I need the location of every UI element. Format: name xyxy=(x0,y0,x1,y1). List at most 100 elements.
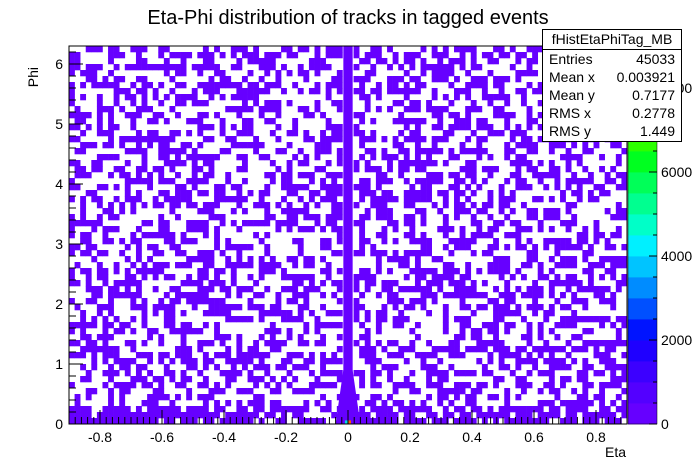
histogram-bin xyxy=(186,94,193,101)
histogram-bin xyxy=(537,304,544,311)
histogram-bin xyxy=(214,226,220,233)
histogram-bin xyxy=(308,190,315,197)
histogram-bin xyxy=(387,292,393,299)
histogram-bin xyxy=(197,124,204,131)
histogram-bin xyxy=(292,184,299,191)
histogram-bin xyxy=(465,166,472,173)
histogram-bin xyxy=(108,376,114,383)
histogram-bin xyxy=(135,136,142,143)
histogram-bin xyxy=(532,46,539,53)
palette-swatch xyxy=(628,340,657,362)
histogram-bin xyxy=(108,154,114,161)
histogram-bin xyxy=(370,46,377,53)
histogram-bin xyxy=(147,178,153,185)
histogram-bin xyxy=(320,136,326,143)
histogram-bin xyxy=(493,376,499,383)
histogram-bin xyxy=(130,304,137,311)
histogram-bin xyxy=(459,142,466,149)
histogram-bin xyxy=(459,388,466,395)
histogram-bin xyxy=(80,418,87,425)
histogram-bin xyxy=(454,238,460,245)
histogram-bin xyxy=(253,292,260,299)
histogram-bin xyxy=(493,94,499,101)
histogram-bin xyxy=(387,178,393,185)
histogram-bin xyxy=(163,274,170,281)
histogram-bin xyxy=(520,244,527,251)
histogram-bin xyxy=(269,100,276,107)
histogram-bin xyxy=(163,292,170,299)
histogram-bin xyxy=(281,172,287,179)
histogram-bin xyxy=(476,118,483,125)
histogram-bin xyxy=(85,190,92,197)
histogram-bin xyxy=(398,112,405,119)
histogram-bin xyxy=(448,100,455,107)
histogram-bin xyxy=(113,268,120,275)
histogram-bin xyxy=(325,400,332,407)
histogram-bin xyxy=(548,238,555,245)
histogram-bin xyxy=(420,292,427,299)
histogram-bin xyxy=(375,340,382,347)
histogram-bin xyxy=(504,310,511,317)
histogram-bin xyxy=(214,274,220,281)
histogram-bin xyxy=(320,148,326,155)
histogram-bin xyxy=(69,250,75,257)
histogram-bin xyxy=(85,346,92,353)
histogram-bin xyxy=(163,64,170,71)
histogram-bin xyxy=(504,52,511,59)
histogram-bin xyxy=(498,412,505,419)
histogram-bin xyxy=(414,118,421,125)
histogram-bin xyxy=(275,166,282,173)
histogram-bin xyxy=(197,346,204,353)
histogram-bin xyxy=(560,358,566,365)
histogram-bin xyxy=(108,172,114,179)
histogram-bin xyxy=(119,172,126,179)
histogram-bin xyxy=(515,172,522,179)
histogram-bin xyxy=(281,88,287,95)
histogram-bin xyxy=(509,298,516,305)
histogram-bin xyxy=(615,202,622,209)
histogram-bin xyxy=(565,244,572,251)
histogram-bin xyxy=(504,406,511,413)
histogram-bin xyxy=(152,304,159,311)
x-tick-label: -0.8 xyxy=(88,429,112,445)
histogram-bin xyxy=(414,124,421,131)
histogram-bin xyxy=(303,262,310,269)
histogram-bin xyxy=(163,352,170,359)
histogram-bin xyxy=(587,316,594,323)
histogram-bin xyxy=(487,94,494,101)
histogram-bin xyxy=(130,82,137,89)
histogram-bin xyxy=(403,382,410,389)
histogram-bin xyxy=(409,400,416,407)
histogram-bin xyxy=(370,166,377,173)
histogram-bin xyxy=(381,226,388,233)
histogram-bin xyxy=(141,148,148,155)
histogram-bin xyxy=(186,418,193,425)
histogram-bin xyxy=(186,256,193,263)
histogram-bin xyxy=(69,94,75,101)
histogram-bin xyxy=(314,142,321,149)
histogram-bin xyxy=(286,70,293,77)
histogram-bin xyxy=(69,196,75,203)
histogram-bin xyxy=(532,250,539,257)
histogram-bin xyxy=(225,412,232,419)
histogram-bin xyxy=(470,214,477,221)
histogram-bin xyxy=(186,238,193,245)
histogram-bin xyxy=(269,64,276,71)
histogram-bin xyxy=(247,376,254,383)
histogram-bin xyxy=(454,286,460,293)
histogram-bin xyxy=(526,184,533,191)
histogram-bin xyxy=(175,394,181,401)
histogram-bin xyxy=(96,184,103,191)
histogram-bin xyxy=(96,292,103,299)
histogram-bin xyxy=(571,202,578,209)
histogram-bin xyxy=(470,370,477,377)
histogram-bin xyxy=(325,172,332,179)
histogram-bin xyxy=(208,136,215,143)
histogram-bin xyxy=(515,178,522,185)
histogram-bin xyxy=(202,250,209,257)
histogram-bin xyxy=(292,406,299,413)
histogram-bin xyxy=(426,352,432,359)
histogram-bin xyxy=(526,412,533,419)
histogram-bin xyxy=(219,184,226,191)
histogram-bin xyxy=(286,130,293,137)
